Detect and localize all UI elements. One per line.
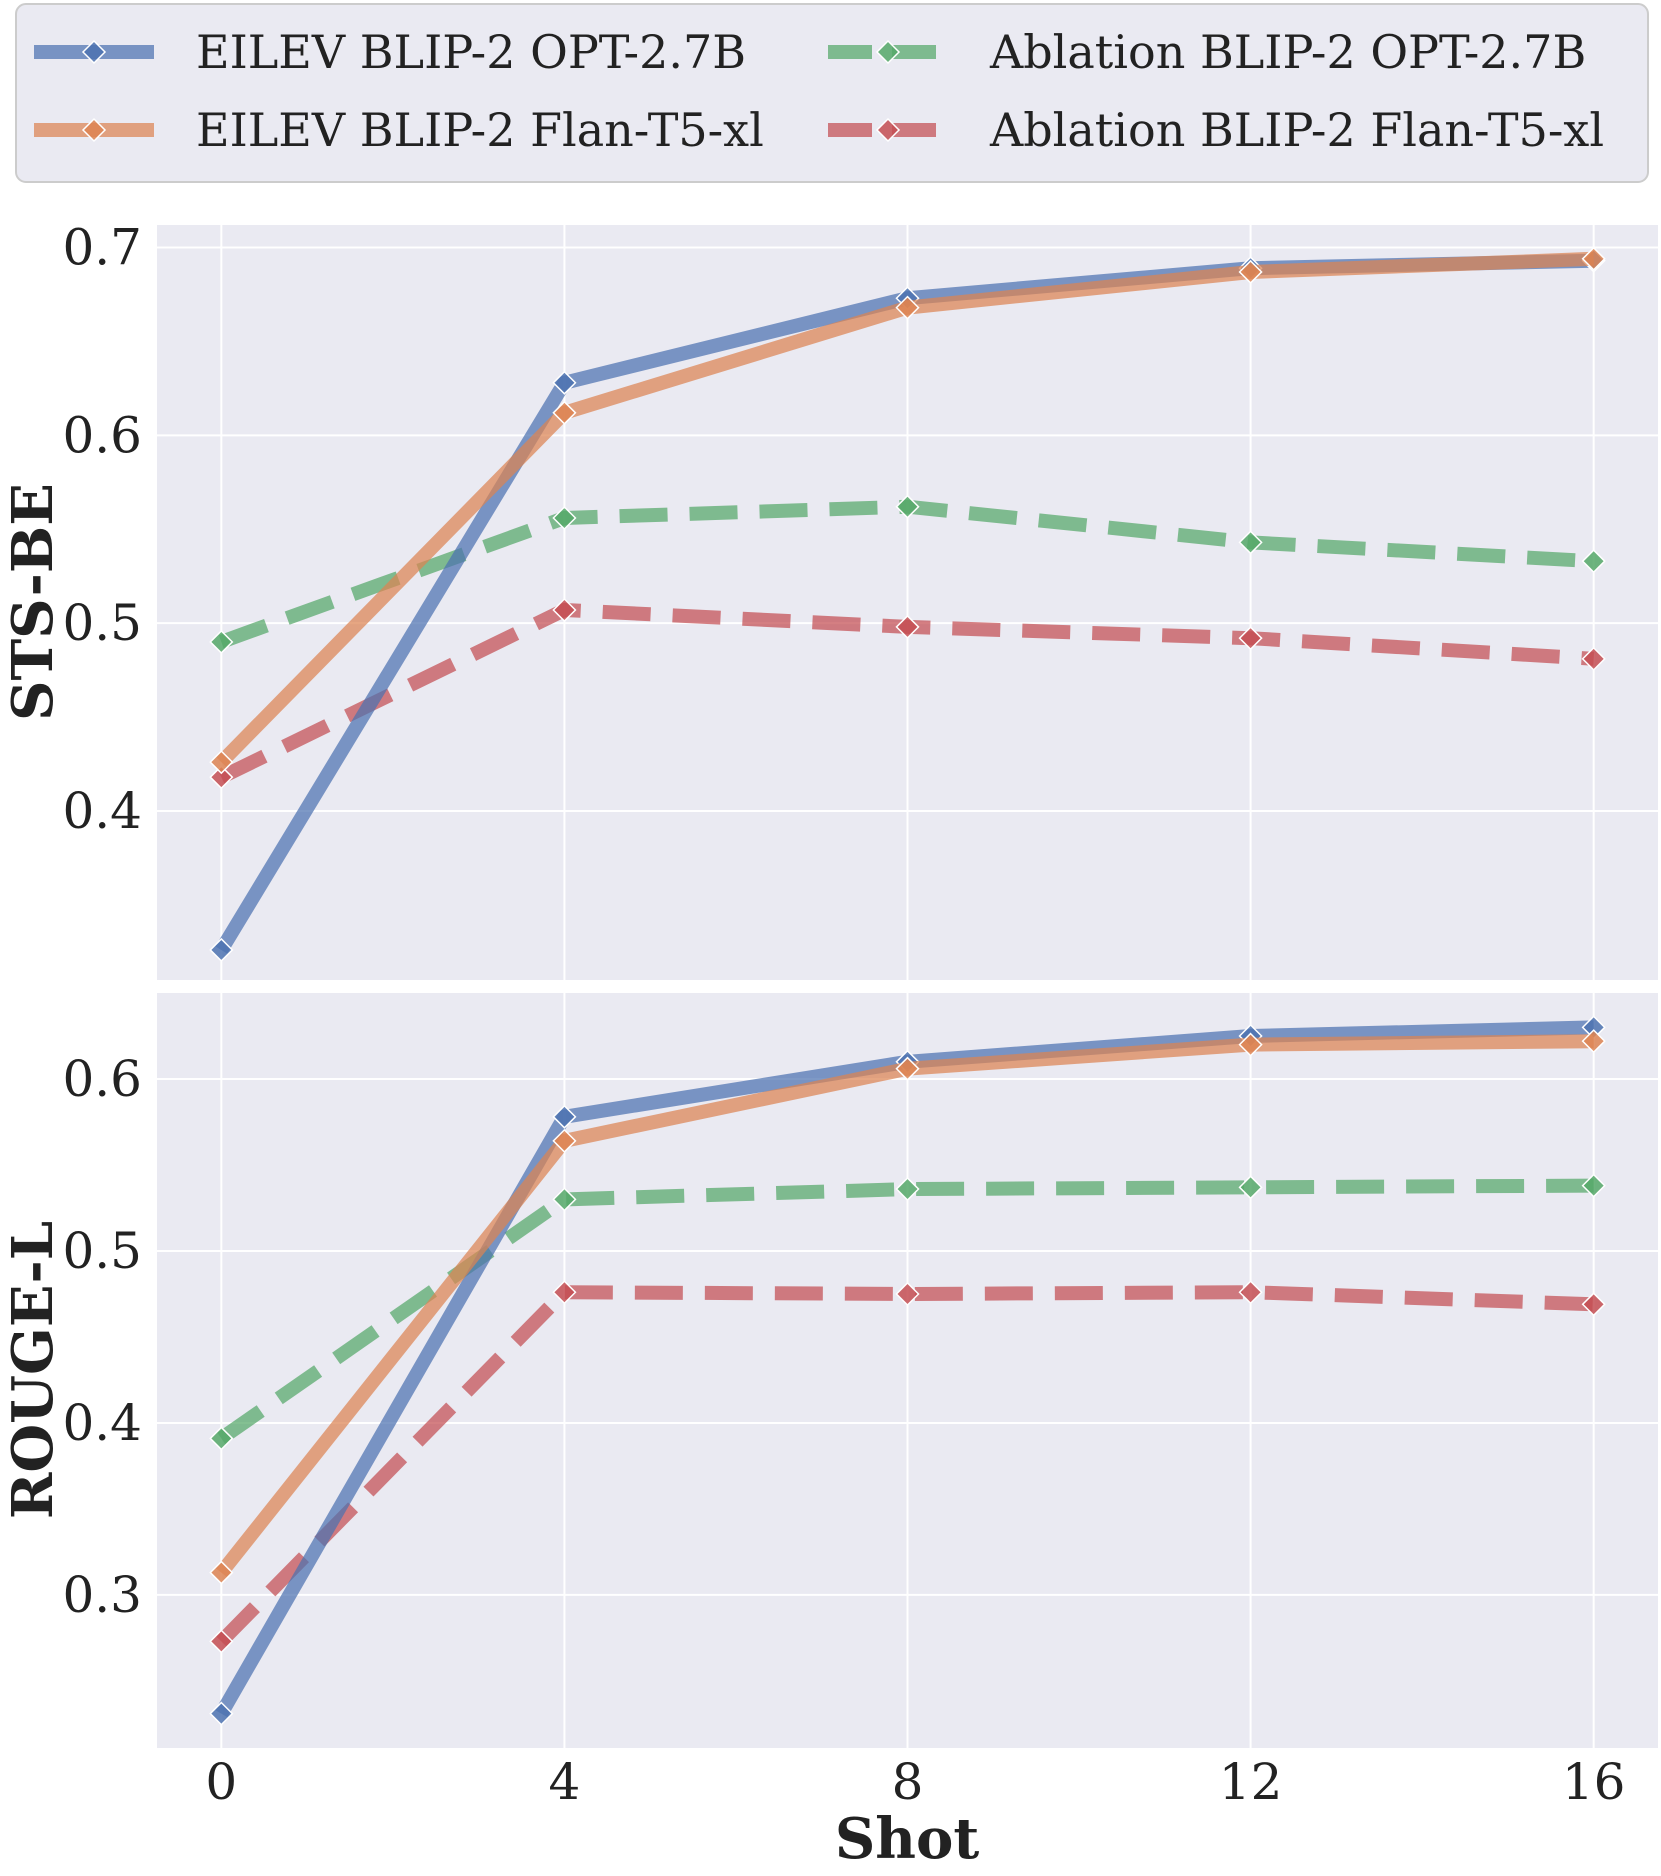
x-tick-label-16: 16 [1562, 1753, 1626, 1811]
sts-be-point-ablation-blip-2-opt-2-7b-shot-16 [1581, 549, 1606, 574]
rouge-l-point-ablation-blip-2-flan-t5-xl-shot-0 [209, 1629, 234, 1654]
legend-items: EILEV BLIP-2 OPT-2.7B Ablation BLIP-2 OPT… [34, 25, 1604, 157]
rouge-l-point-eilev-blip-2-opt-2-7b-shot-0 [209, 1701, 234, 1726]
rouge-l-y-axis-title: ROUGE-L [0, 1221, 66, 1519]
sts-be-point-eilev-blip-2-flan-t5-xl-shot-8 [895, 295, 920, 320]
sts-be-point-eilev-blip-2-opt-2-7b-shot-0 [209, 937, 234, 963]
legend-label: EILEV BLIP-2 Flan-T5-xl [196, 103, 764, 157]
x-tick-labels: 0 4 8 12 16 [205, 1753, 1625, 1811]
rouge-l-series-ablation-blip-2-opt-2-7b [209, 1173, 1606, 1451]
legend-label: Ablation BLIP-2 OPT-2.7B [989, 25, 1586, 79]
legend-entry-eilev-blip-2-opt-2-7b: EILEV BLIP-2 OPT-2.7B [34, 25, 746, 79]
x-tick-label-4: 4 [549, 1753, 581, 1811]
rouge-l-y-tick-label: 0.3 [62, 1566, 142, 1624]
sts-be-y-tick-labels: 0.4 0.5 0.6 0.7 [62, 219, 142, 840]
legend-swatch-marker [875, 39, 901, 65]
rouge-l-y-tick-labels: 0.3 0.4 0.5 0.6 [62, 1050, 142, 1624]
sts-be-panel: 0.4 0.5 0.6 0.7 STS-BE [0, 219, 1658, 980]
rouge-l-point-ablation-blip-2-flan-t5-xl-shot-16 [1581, 1292, 1606, 1317]
sts-be-point-eilev-blip-2-flan-t5-xl-shot-12 [1238, 259, 1263, 285]
rouge-l-point-eilev-blip-2-flan-t5-xl-shot-4 [552, 1128, 577, 1153]
rouge-l-point-ablation-blip-2-opt-2-7b-shot-0 [209, 1426, 234, 1451]
legend-box [15, 3, 1649, 183]
sts-be-y-tick-label: 0.5 [62, 594, 142, 652]
rouge-l-point-ablation-blip-2-opt-2-7b-shot-16 [1581, 1173, 1606, 1198]
rouge-l-point-eilev-blip-2-opt-2-7b-shot-4 [552, 1104, 577, 1129]
sts-be-point-eilev-blip-2-flan-t5-xl-shot-4 [552, 400, 577, 425]
rouge-l-point-ablation-blip-2-flan-t5-xl-shot-12 [1238, 1280, 1263, 1305]
rouge-l-line-ablation-blip-2-flan-t5-xl [216, 1285, 1594, 1647]
legend-swatch-marker [81, 39, 107, 65]
rouge-l-point-eilev-blip-2-flan-t5-xl-shot-8 [895, 1056, 920, 1081]
rouge-l-y-tick-label: 0.4 [62, 1394, 142, 1452]
x-tick-label-12: 12 [1219, 1753, 1283, 1811]
sts-be-series-eilev-blip-2-flan-t5-xl [209, 246, 1606, 775]
legend-swatch-marker [81, 117, 107, 143]
sts-be-point-ablation-blip-2-flan-t5-xl-shot-12 [1238, 626, 1263, 651]
rouge-l-line-ablation-blip-2-opt-2-7b [217, 1178, 1594, 1445]
legend-entry-ablation-blip-2-opt-2-7b: Ablation BLIP-2 OPT-2.7B [828, 25, 1586, 79]
sts-be-point-eilev-blip-2-flan-t5-xl-shot-0 [209, 750, 234, 775]
sts-be-point-ablation-blip-2-opt-2-7b-shot-4 [552, 505, 577, 531]
rouge-l-series [209, 1015, 1606, 1726]
sts-be-point-eilev-blip-2-opt-2-7b-shot-4 [552, 370, 577, 395]
rouge-l-panel: 0.3 0.4 0.5 0.6 ROUGE-L [0, 993, 1658, 1748]
sts-be-y-axis-title: STS-BE [0, 483, 66, 721]
sts-be-point-eilev-blip-2-flan-t5-xl-shot-16 [1581, 246, 1606, 271]
legend-swatch-marker [875, 117, 901, 143]
rouge-l-y-tick-label: 0.5 [62, 1222, 142, 1280]
sts-be-series-ablation-blip-2-flan-t5-xl [209, 597, 1606, 790]
sts-be-point-ablation-blip-2-opt-2-7b-shot-0 [209, 629, 234, 655]
sts-be-point-ablation-blip-2-opt-2-7b-shot-12 [1238, 530, 1263, 555]
legend-label: EILEV BLIP-2 OPT-2.7B [196, 25, 746, 79]
rouge-l-point-eilev-blip-2-flan-t5-xl-shot-0 [209, 1560, 234, 1585]
sts-be-y-tick-label: 0.7 [62, 219, 142, 277]
x-tick-label-0: 0 [205, 1753, 237, 1811]
sts-be-point-ablation-blip-2-flan-t5-xl-shot-0 [209, 765, 234, 790]
rouge-l-point-ablation-blip-2-flan-t5-xl-shot-8 [895, 1281, 920, 1307]
sts-be-y-tick-label: 0.4 [62, 782, 142, 840]
rouge-l-point-ablation-blip-2-opt-2-7b-shot-4 [552, 1187, 577, 1212]
sts-be-point-ablation-blip-2-flan-t5-xl-shot-4 [552, 597, 577, 623]
sts-be-y-tick-label: 0.6 [62, 406, 142, 464]
legend-entry-ablation-blip-2-flan-t5-xl: Ablation BLIP-2 Flan-T5-xl [828, 103, 1604, 157]
legend-label: Ablation BLIP-2 Flan-T5-xl [989, 103, 1604, 157]
legend: EILEV BLIP-2 OPT-2.7B Ablation BLIP-2 OPT… [15, 3, 1649, 183]
rouge-l-point-eilev-blip-2-flan-t5-xl-shot-16 [1581, 1029, 1606, 1054]
x-axis-title: Shot [835, 1806, 980, 1872]
rouge-l-point-ablation-blip-2-opt-2-7b-shot-8 [895, 1176, 920, 1202]
legend-entry-eilev-blip-2-flan-t5-xl: EILEV BLIP-2 Flan-T5-xl [34, 103, 764, 157]
sts-be-series [209, 246, 1606, 963]
rouge-l-point-ablation-blip-2-opt-2-7b-shot-12 [1238, 1175, 1263, 1200]
rouge-l-series-eilev-blip-2-flan-t5-xl [209, 1029, 1606, 1585]
rouge-l-series-ablation-blip-2-flan-t5-xl [209, 1280, 1606, 1654]
x-tick-label-8: 8 [892, 1753, 924, 1811]
sts-be-point-ablation-blip-2-flan-t5-xl-shot-8 [895, 614, 920, 639]
rouge-l-point-ablation-blip-2-flan-t5-xl-shot-4 [552, 1280, 577, 1305]
rouge-l-point-eilev-blip-2-flan-t5-xl-shot-12 [1238, 1032, 1263, 1057]
sts-be-point-ablation-blip-2-opt-2-7b-shot-8 [895, 494, 920, 519]
rouge-l-y-tick-label: 0.6 [62, 1050, 142, 1108]
sts-be-point-ablation-blip-2-flan-t5-xl-shot-16 [1581, 646, 1606, 671]
